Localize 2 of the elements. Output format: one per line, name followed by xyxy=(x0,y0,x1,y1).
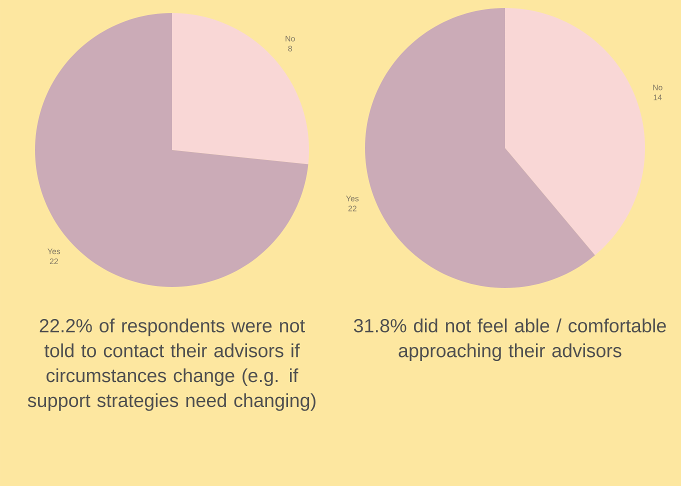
text: 22.2% of respondents were not told to contact their advisors if circumstances change (e.g. if support strategies need changing) xyxy=(28,318,316,411)
text: 31.8% did not feel able / comfortable approaching their advisors xyxy=(354,318,666,362)
